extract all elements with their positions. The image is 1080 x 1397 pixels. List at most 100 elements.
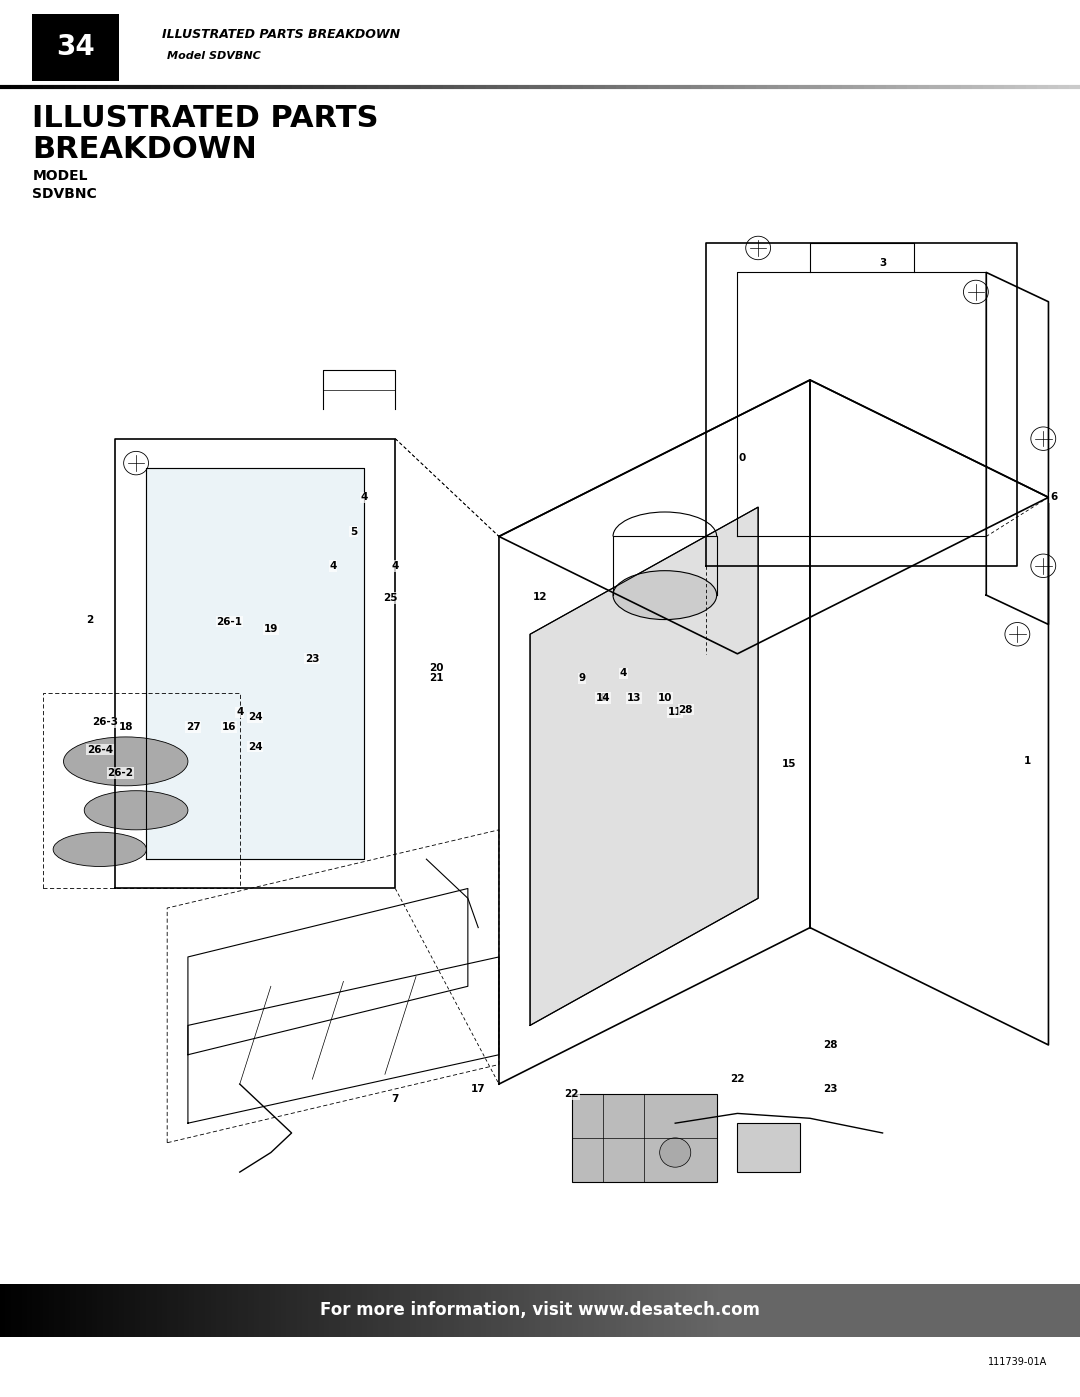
Bar [265,1284,270,1337]
Text: 20: 20 [430,664,444,673]
Bar [1004,1284,1010,1337]
Bar [11,1284,16,1337]
Bar [216,1284,221,1337]
Bar [497,1284,502,1337]
Bar [891,1284,896,1337]
Bar [135,1284,140,1337]
Text: 4: 4 [329,560,337,571]
Bar [745,1284,751,1337]
Bar [1031,1284,1037,1337]
Bar [880,1284,886,1337]
Text: 4: 4 [620,668,627,679]
Text: 22: 22 [730,1074,745,1084]
Text: 1: 1 [1024,756,1031,767]
Bar [994,1284,999,1337]
Circle shape [660,1137,691,1168]
Text: 28: 28 [678,704,693,714]
Bar [670,1284,675,1337]
Bar [767,1284,772,1337]
Bar [383,1284,389,1337]
Bar [918,1284,923,1337]
Bar [826,1284,832,1337]
Bar [659,1284,664,1337]
Bar [124,1284,130,1337]
Bar [421,1284,427,1337]
Bar [594,1284,599,1337]
Bar [0,1284,5,1337]
Text: 15: 15 [782,760,797,770]
Bar [508,1284,513,1337]
Bar [286,1284,292,1337]
Polygon shape [147,468,364,859]
Bar [173,1284,178,1337]
Bar [729,1284,734,1337]
Bar [859,1284,864,1337]
Text: 4: 4 [361,492,368,503]
Bar [853,1284,859,1337]
Bar [65,1284,70,1337]
Bar [740,1284,745,1337]
Text: 111739-01A: 111739-01A [988,1356,1048,1368]
Bar [896,1284,902,1337]
Bar [788,1284,794,1337]
Bar [367,1284,373,1337]
Bar [59,1284,65,1337]
Bar [983,1284,988,1337]
Bar [988,1284,994,1337]
Bar [535,1284,540,1337]
Bar [324,1284,329,1337]
Text: 10: 10 [658,693,672,703]
Bar [599,1284,605,1337]
Bar [583,1284,589,1337]
Text: For more information, visit www.desatech.com: For more information, visit www.desatech… [320,1302,760,1319]
Bar [1064,1284,1069,1337]
Text: 12: 12 [534,592,548,602]
Bar [632,1284,637,1337]
Bar [799,1284,805,1337]
Bar [724,1284,729,1337]
Text: 26-3: 26-3 [92,717,118,728]
Bar [697,1284,702,1337]
Bar [945,1284,950,1337]
Bar [292,1284,297,1337]
Bar [589,1284,594,1337]
Text: 8: 8 [599,693,606,703]
Bar [567,1284,572,1337]
Bar [81,1284,86,1337]
Bar [275,1284,281,1337]
Bar [248,1284,254,1337]
Bar [1053,1284,1058,1337]
Text: 9: 9 [579,673,585,683]
Text: 7: 7 [392,1094,399,1104]
Bar [886,1284,891,1337]
Text: 14: 14 [595,693,610,703]
Bar [297,1284,302,1337]
Bar [238,1284,243,1337]
Text: 2: 2 [85,615,93,624]
Bar [610,1284,616,1337]
Bar [448,1284,454,1337]
Bar [923,1284,929,1337]
Bar [184,1284,189,1337]
Text: 28: 28 [823,1039,838,1051]
Bar [626,1284,632,1337]
Bar [16,1284,22,1337]
Bar [680,1284,686,1337]
Bar [529,1284,535,1337]
Bar [572,1284,578,1337]
Bar [340,1284,346,1337]
Bar [518,1284,524,1337]
Bar [162,1284,167,1337]
Bar [1010,1284,1015,1337]
Bar [972,1284,977,1337]
Text: BREAKDOWN: BREAKDOWN [32,136,257,163]
Bar [400,1284,405,1337]
Bar [902,1284,907,1337]
Bar [432,1284,437,1337]
Bar [956,1284,961,1337]
Bar [913,1284,918,1337]
Text: 19: 19 [264,624,278,634]
Bar [545,1284,551,1337]
Bar [977,1284,983,1337]
Bar [108,1284,113,1337]
